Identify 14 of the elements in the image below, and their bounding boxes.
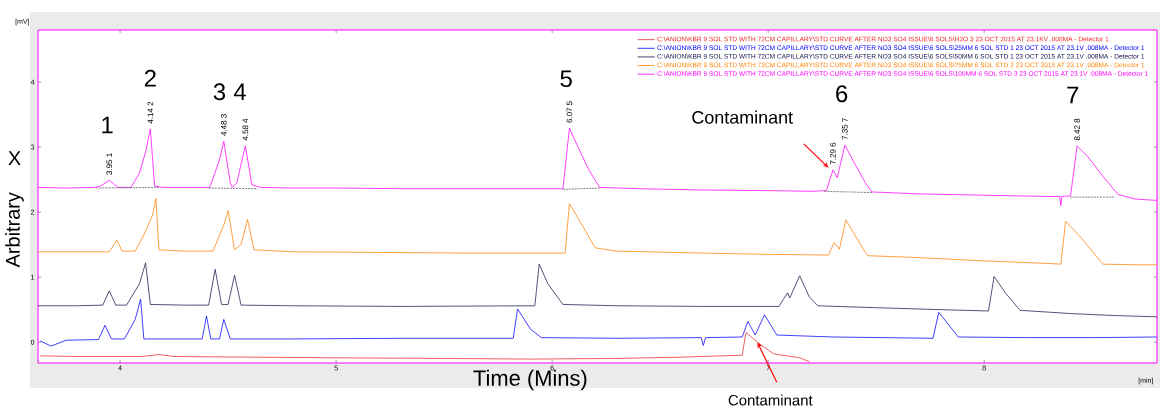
text: X [8,151,21,166]
line-series [37,262,1158,318]
annotation: 7 [1067,86,1079,104]
annotation: 2 [144,69,156,87]
y-axis-title: Arbitrary [5,192,24,268]
annotation: 4 [233,83,246,101]
annotation: 5 [560,70,572,88]
line-series [39,332,810,363]
annotation: 6 [836,85,848,103]
annotation: Contaminant [728,394,813,406]
annotation: 1 [102,116,113,134]
annotation: 3 [213,83,226,101]
x-axis-title: Time (Mins) [473,369,587,391]
annotation: Contaminant [692,110,793,124]
